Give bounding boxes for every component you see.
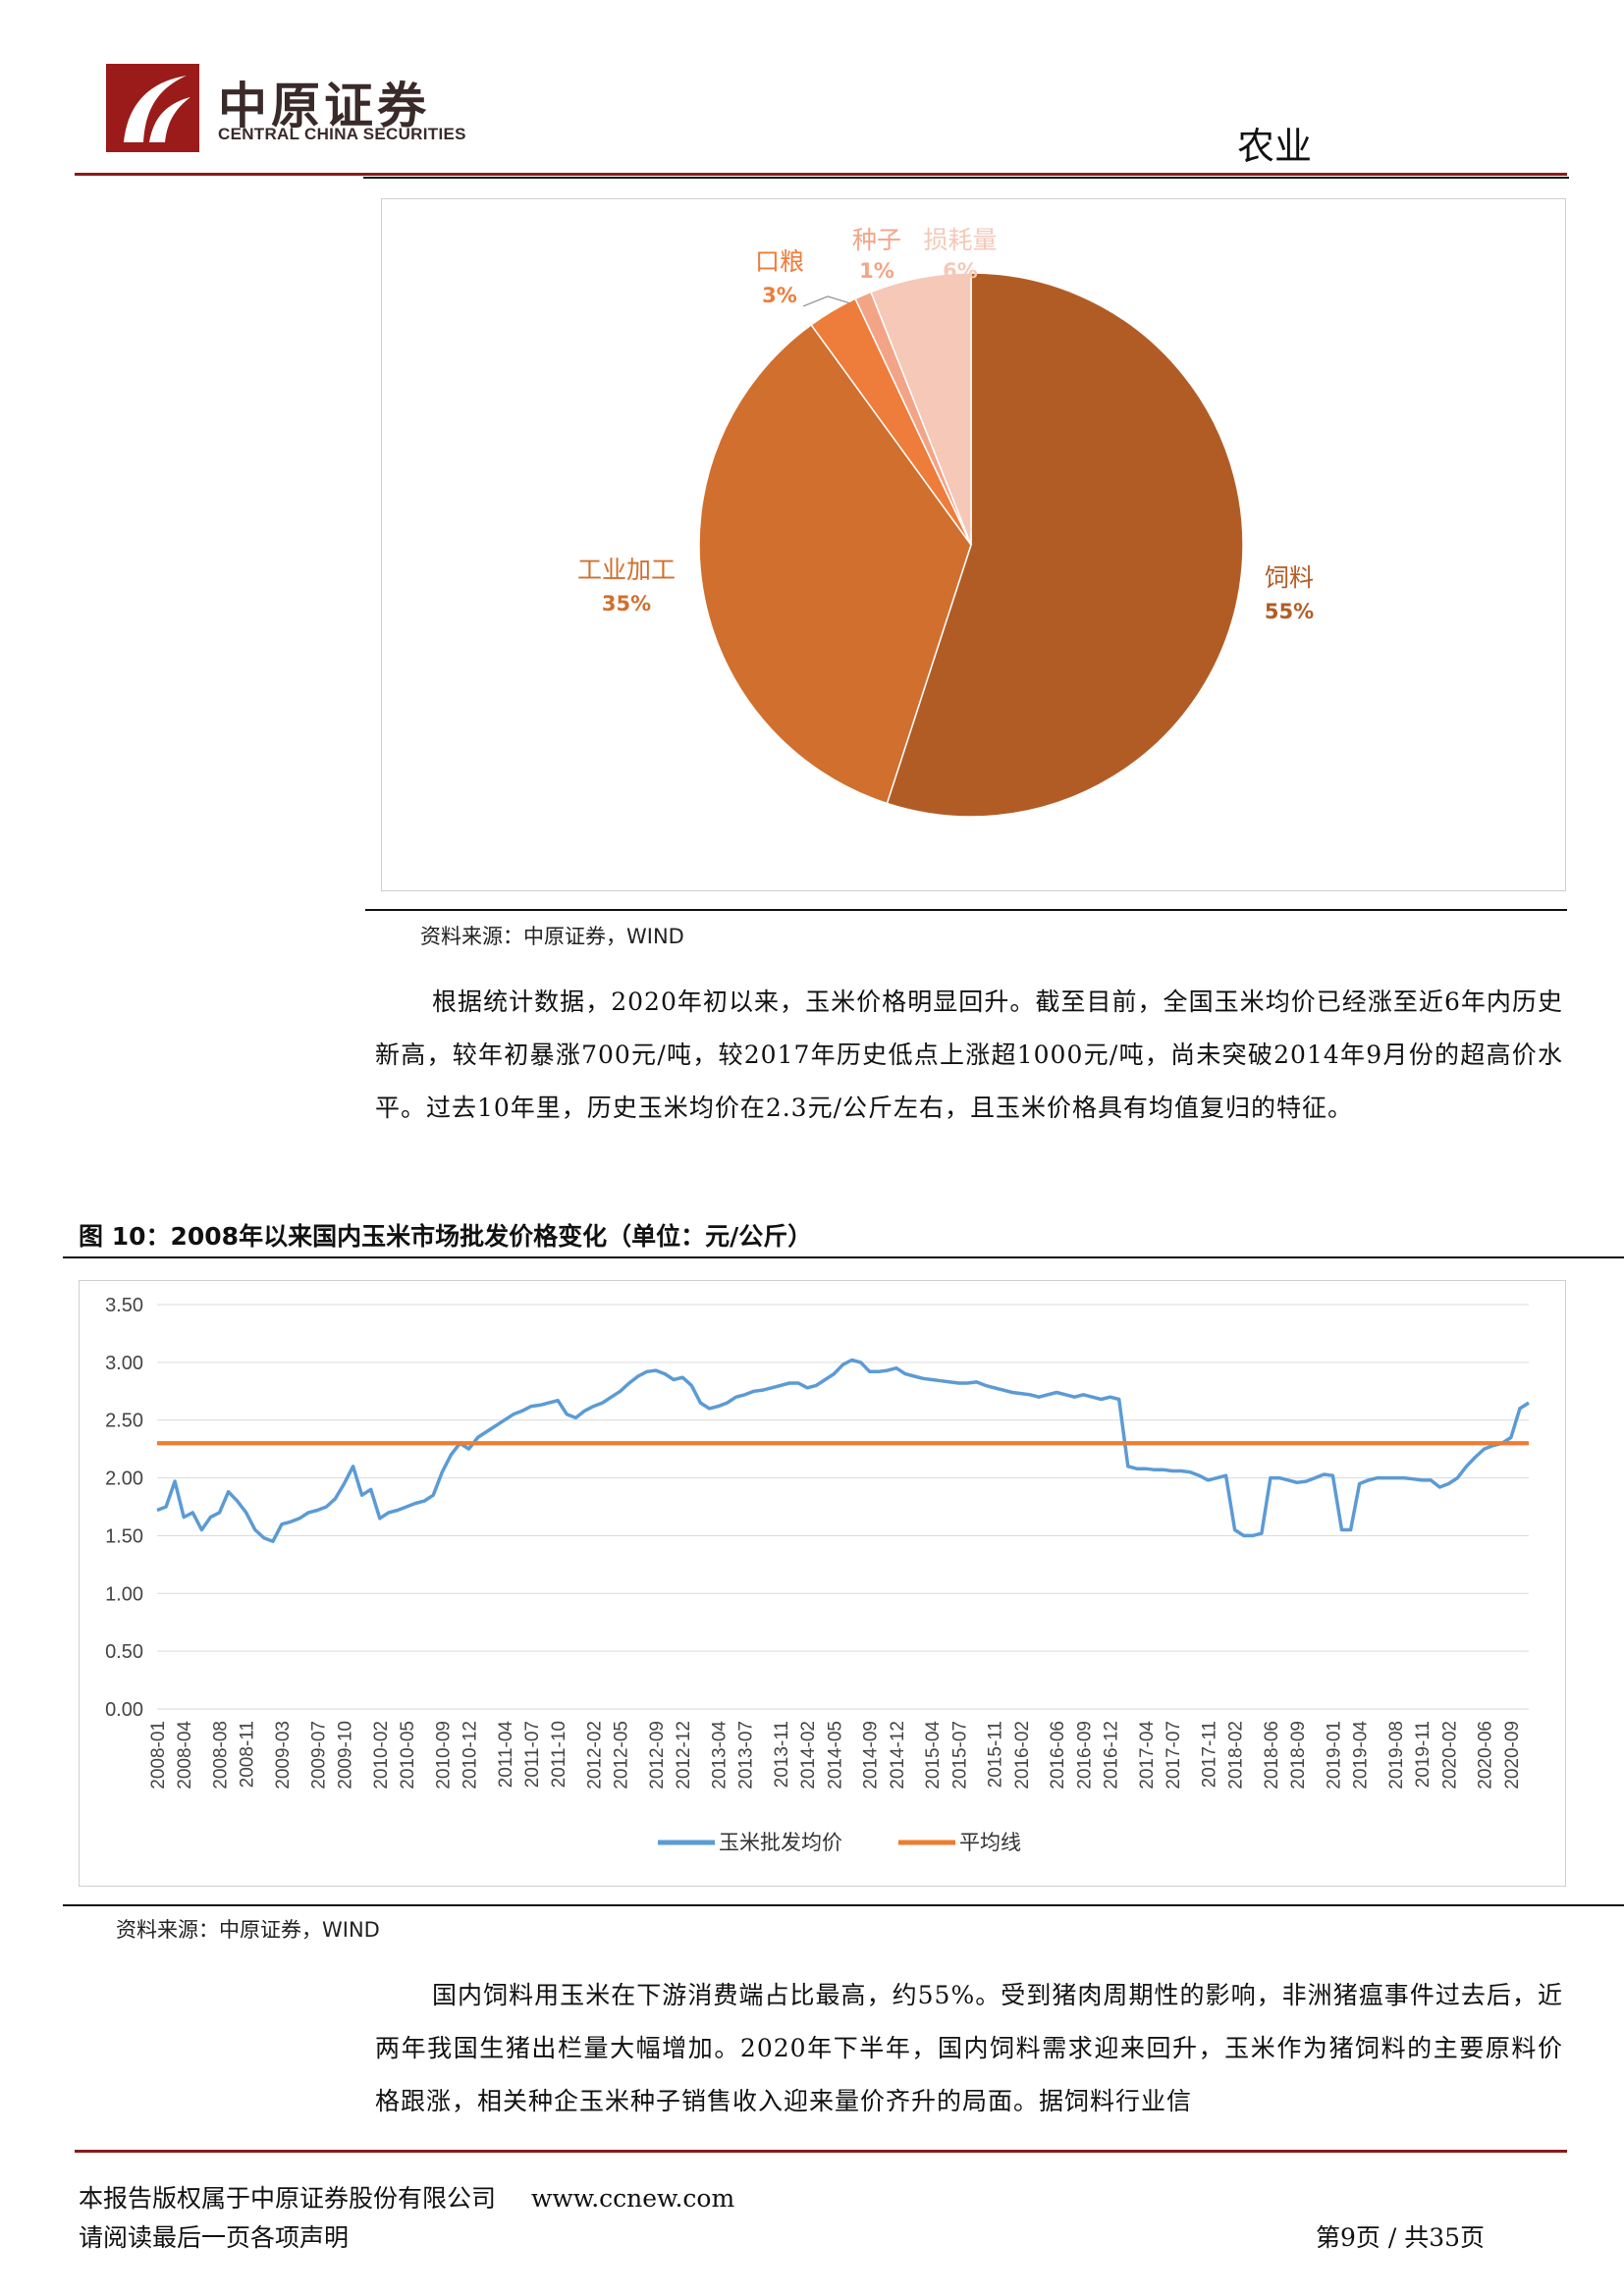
y-tick-label: 1.00 <box>105 1583 143 1605</box>
x-tick-label: 2009-10 <box>336 1721 356 1789</box>
x-tick-label: 2009-03 <box>273 1721 294 1789</box>
x-tick-label: 2014-12 <box>888 1721 908 1789</box>
industry-label: 农业 <box>1237 125 1313 168</box>
x-tick-label: 2018-02 <box>1226 1721 1247 1789</box>
x-tick-label: 2013-04 <box>710 1721 731 1789</box>
company-logo-cn: 中原证券 <box>218 78 430 134</box>
footer-rule <box>75 2150 1567 2153</box>
y-tick-label: 2.00 <box>105 1468 143 1490</box>
x-tick-label: 2017-07 <box>1164 1721 1184 1789</box>
paragraph-2-text: 国内饲料用玉米在下游消费端占比最高，约55%。受到猪肉周期性的影响，非洲猪瘟事件… <box>375 1981 1563 2115</box>
pie-pct-label-2: 35% <box>602 592 651 615</box>
x-tick-label: 2018-09 <box>1288 1721 1309 1789</box>
x-tick-label: 2020-09 <box>1502 1721 1523 1789</box>
x-tick-label: 2012-09 <box>647 1721 668 1789</box>
footer-website[interactable]: www.ccnew.com <box>530 2184 735 2213</box>
line-source: 资料来源：中原证券，WIND <box>116 1918 380 1942</box>
x-tick-label: 2016-09 <box>1074 1721 1095 1789</box>
x-tick-label: 2011-07 <box>522 1721 543 1788</box>
x-tick-label: 2015-04 <box>923 1721 944 1789</box>
pie-pct-label-3: 3% <box>762 284 797 307</box>
legend-label-2: 平均线 <box>959 1831 1021 1854</box>
corn-consumption-pie-chart: 饲料 55% 工业加工 35% 口粮 3% 种子 1% 损耗量 6% <box>577 226 1314 818</box>
pie-slice-5 <box>870 272 972 546</box>
x-tick-label: 2020-02 <box>1439 1721 1460 1789</box>
footer-page-number: 第9页 / 共35页 <box>1316 2223 1486 2252</box>
x-tick-label: 2008-11 <box>238 1721 258 1788</box>
pie-source: 资料来源：中原证券，WIND <box>420 925 684 948</box>
pie-label-4: 种子 <box>852 226 901 254</box>
y-tick-label: 3.00 <box>105 1353 143 1374</box>
pie-label-1: 饲料 <box>1265 563 1314 592</box>
x-tick-label: 2015-07 <box>949 1721 970 1789</box>
series-line-corn-price <box>156 1358 1530 1544</box>
company-logo-mark <box>106 64 199 152</box>
line-source-rule <box>63 1904 1624 1906</box>
x-tick-label: 2019-08 <box>1386 1721 1407 1789</box>
x-tick-label: 2010-12 <box>460 1721 481 1789</box>
x-tick-label: 2009-07 <box>308 1721 329 1789</box>
y-tick-label: 1.50 <box>105 1525 143 1547</box>
x-tick-label: 2016-12 <box>1102 1721 1122 1789</box>
x-tick-label: 2013-11 <box>772 1721 792 1788</box>
x-tick-label: 2012-05 <box>612 1721 632 1789</box>
x-tick-label: 2016-02 <box>1012 1721 1033 1789</box>
pie-pct-label-1: 55% <box>1265 600 1314 623</box>
header-rule-black <box>363 177 1569 179</box>
pie-pct-label-4: 1% <box>859 259 894 283</box>
pie-leader-line <box>802 295 851 307</box>
paragraph-1-text: 根据统计数据，2020年初以来，玉米价格明显回升。截至目前，全国玉米均价已经涨至… <box>375 988 1563 1122</box>
y-tick-label: 3.50 <box>105 1295 143 1316</box>
x-tick-label: 2014-05 <box>825 1721 845 1789</box>
x-tick-label: 2017-11 <box>1199 1721 1219 1788</box>
x-tick-label: 2017-04 <box>1137 1721 1158 1789</box>
pie-label-2: 工业加工 <box>577 556 676 584</box>
footer-notice: 请阅读最后一页各项声明 <box>79 2223 350 2252</box>
y-tick-label: 0.50 <box>105 1641 143 1663</box>
y-tick-label: 2.50 <box>105 1411 143 1432</box>
paragraph-1: 根据统计数据，2020年初以来，玉米价格明显回升。截至目前，全国玉米均价已经涨至… <box>375 976 1563 1135</box>
pie-label-5: 损耗量 <box>923 226 997 254</box>
x-tick-label: 2019-04 <box>1351 1721 1372 1789</box>
pie-slice-2 <box>698 323 972 805</box>
x-tick-label: 2013-07 <box>736 1721 757 1789</box>
x-tick-label: 2011-04 <box>496 1721 516 1789</box>
x-tick-label: 2008-08 <box>211 1721 232 1789</box>
figure-title-rule <box>63 1256 1624 1258</box>
x-tick-label: 2010-09 <box>433 1721 454 1789</box>
footer-copyright: 本报告版权属于中原证券股份有限公司 <box>79 2184 497 2213</box>
x-tick-label: 2014-02 <box>798 1721 819 1789</box>
x-tick-label: 2016-06 <box>1048 1721 1068 1789</box>
footer-copyright-line: 本报告版权属于中原证券股份有限公司 www.ccnew.com <box>79 2179 734 2215</box>
x-tick-label: 2010-05 <box>398 1721 418 1789</box>
x-tick-label: 2011-10 <box>549 1721 569 1788</box>
x-tick-label: 2019-01 <box>1324 1721 1344 1789</box>
y-tick-label: 0.00 <box>105 1699 143 1721</box>
pie-source-rule <box>365 909 1567 911</box>
header-rule <box>75 173 1567 176</box>
pie-pct-label-5: 6% <box>943 259 978 283</box>
x-tick-label: 2008-01 <box>148 1721 169 1789</box>
x-tick-label: 2008-04 <box>175 1721 195 1789</box>
x-tick-label: 2019-11 <box>1413 1721 1434 1788</box>
pie-label-3: 口粮 <box>755 247 804 276</box>
company-logo-en: CENTRAL CHINA SECURITIES <box>218 125 466 143</box>
paragraph-2: 国内饲料用玉米在下游消费端占比最高，约55%。受到猪肉周期性的影响，非洲猪瘟事件… <box>375 1969 1563 2128</box>
figure-10-title: 图 10：2008年以来国内玉米市场批发价格变化（单位：元/公斤） <box>79 1222 813 1251</box>
x-tick-label: 2012-12 <box>674 1721 694 1789</box>
x-tick-label: 2020-06 <box>1476 1721 1496 1789</box>
x-tick-label: 2012-02 <box>585 1721 606 1789</box>
legend-label-1: 玉米批发均价 <box>719 1831 842 1854</box>
corn-price-line-chart: 0.00 0.50 1.00 1.50 2.00 2.50 3.00 3.50 2008-01 2… <box>105 1295 1530 1854</box>
x-tick-label: 2014-09 <box>861 1721 882 1789</box>
x-tick-label: 2015-11 <box>986 1721 1006 1788</box>
x-tick-label: 2018-06 <box>1262 1721 1282 1789</box>
x-tick-label: 2010-02 <box>371 1721 392 1789</box>
pie-slice-1 <box>886 272 1244 818</box>
